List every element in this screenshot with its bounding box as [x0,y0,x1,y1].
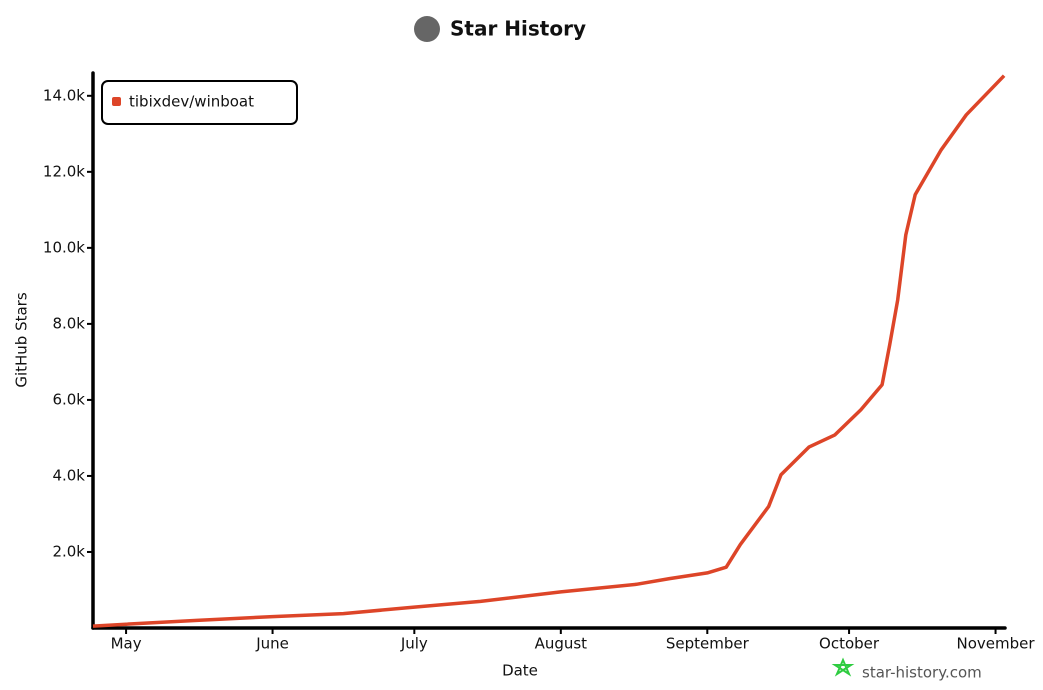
y-tick-label: 14.0k [43,86,85,104]
x-tick-label: May [111,635,142,653]
logo [414,16,440,42]
x-tick-label: September [666,635,750,653]
watermark: star-history.com [862,664,982,682]
x-tick-label: October [819,635,880,653]
x-tick-label: June [255,635,289,653]
y-tick-label: 2.0k [52,542,85,560]
chart-title: Star History [450,17,586,41]
series-line [92,74,1006,628]
watermark-icon [831,657,855,677]
legend-box [101,80,298,125]
x-axis-label: Date [502,662,538,680]
y-tick-label: 12.0k [43,162,85,180]
x-tick-label: November [957,635,1036,653]
y-tick-label: 6.0k [52,390,85,408]
legend-label: tibixdev/winboat [129,93,254,111]
x-tick-label: July [400,635,428,653]
y-tick-label: 8.0k [52,314,85,332]
x-tick-label: August [535,635,588,653]
y-tick-label: 10.0k [43,238,85,256]
y-axis-label: GitHub Stars [13,292,31,388]
y-tick-label: 4.0k [52,466,85,484]
legend-swatch [112,97,121,106]
